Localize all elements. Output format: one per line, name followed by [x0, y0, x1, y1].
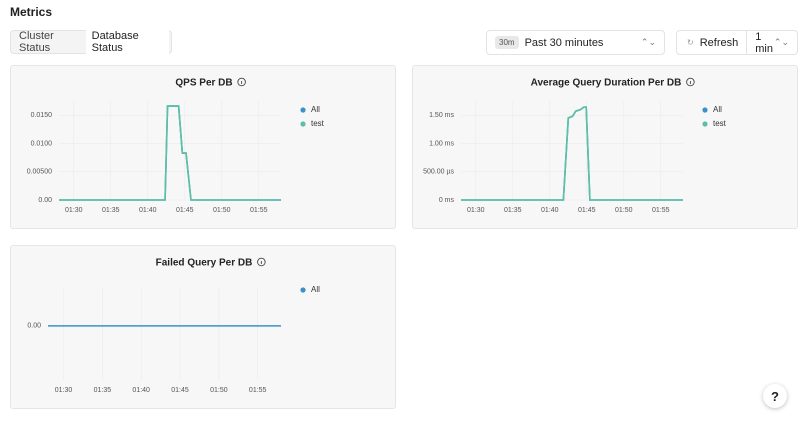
chart-panel: Failed Query Per DB 01:30 01:35 01:40 01:45 0… [10, 245, 396, 409]
page-title: Metrics [10, 5, 53, 19]
x-tick-label: 01:55 [652, 207, 670, 214]
y-tick-label: 0.00 [27, 323, 41, 330]
x-tick-label: 01:35 [102, 207, 120, 214]
x-tick-label: 01:45 [578, 207, 596, 214]
y-tick-label: 1.00 ms [429, 140, 454, 147]
line [59, 105, 281, 201]
chart-title: Average Query Duration Per DB [531, 78, 682, 89]
y-tick-label: 1.50 ms [429, 112, 454, 119]
legend-marker [702, 107, 708, 113]
chevron-icon: ⌃⌄ [773, 37, 789, 47]
legend-label: All [713, 105, 722, 114]
legend-marker [300, 121, 306, 127]
x-tick-label: 01:30 [467, 207, 485, 214]
x-tick-label: 01:45 [176, 207, 194, 214]
x-tick-label: 01:50 [615, 207, 633, 214]
x-tick-label: 01:50 [213, 207, 231, 214]
help-button[interactable]: ? [763, 384, 787, 408]
y-tick-label: 0.0150 [31, 112, 53, 119]
line [59, 105, 281, 201]
y-tick-label: 500.00 µs [423, 169, 454, 176]
y-tick-label: 0.0100 [31, 140, 53, 147]
chart: Failed Query Per DB 01:30 01:35 01:40 01:45 0… [27, 257, 320, 394]
tab-group: Cluster Status Database Status [10, 26, 172, 58]
line [461, 106, 683, 201]
time-range-picker[interactable]: 30m Past 30 minutes ⌃⌄ [486, 30, 665, 55]
refresh-button[interactable]: ↻ Refresh [677, 31, 748, 54]
x-tick-label: 01:35 [94, 387, 112, 394]
legend-label: test [713, 119, 727, 128]
info-icon [237, 77, 246, 87]
refresh-icon: ↻ [687, 38, 694, 47]
legend-marker [300, 107, 306, 113]
chart: Average Query Duration Per DB 01:30 01:35 0… [423, 77, 727, 214]
chart-title: Failed Query Per DB [156, 258, 253, 269]
y-tick-label: 0 ms [439, 197, 455, 204]
legend-label: test [311, 119, 325, 128]
time-label: Past 30 minutes [524, 36, 604, 49]
x-tick-label: 01:30 [55, 387, 73, 394]
x-tick-label: 01:55 [249, 387, 267, 394]
refresh-label: Refresh [699, 36, 739, 49]
legend-marker [702, 121, 708, 127]
chart-panel: QPS Per DB 01:30 01:35 01:40 01:45 01:50 01:55… [10, 65, 396, 229]
line [461, 106, 683, 201]
x-tick-label: 01:40 [132, 387, 150, 394]
tab-active[interactable]: Database Status [85, 26, 169, 58]
x-tick-label: 01:55 [250, 207, 268, 214]
chart-title: QPS Per DB [175, 78, 232, 89]
x-tick-label: 01:40 [139, 207, 157, 214]
x-tick-label: 01:45 [171, 387, 189, 394]
tab[interactable]: Cluster Status [19, 30, 54, 54]
info-icon [257, 257, 266, 267]
x-tick-label: 01:30 [65, 207, 83, 214]
x-tick-label: 01:50 [210, 387, 228, 394]
x-tick-label: 01:35 [504, 207, 522, 214]
chevron-icon: ⌃⌄ [640, 37, 656, 47]
legend-label: All [311, 285, 320, 294]
interval-select[interactable]: 1 min ⌃⌄ [747, 31, 797, 55]
chart: QPS Per DB 01:30 01:35 01:40 01:45 01:50 01:55… [27, 77, 325, 214]
interval-label: 1 min [755, 30, 773, 55]
x-tick-label: 01:40 [541, 207, 559, 214]
time-badge: 30m [495, 36, 519, 49]
legend-marker [300, 287, 306, 293]
info-icon [686, 77, 695, 87]
chart-panel: Average Query Duration Per DB 01:30 01:35 0… [412, 65, 798, 229]
legend-label: All [311, 105, 320, 114]
y-tick-label: 0.00500 [27, 169, 52, 176]
y-tick-label: 0.00 [38, 197, 52, 204]
refresh-control: ↻ Refresh 1 min ⌃⌄ [676, 30, 798, 55]
